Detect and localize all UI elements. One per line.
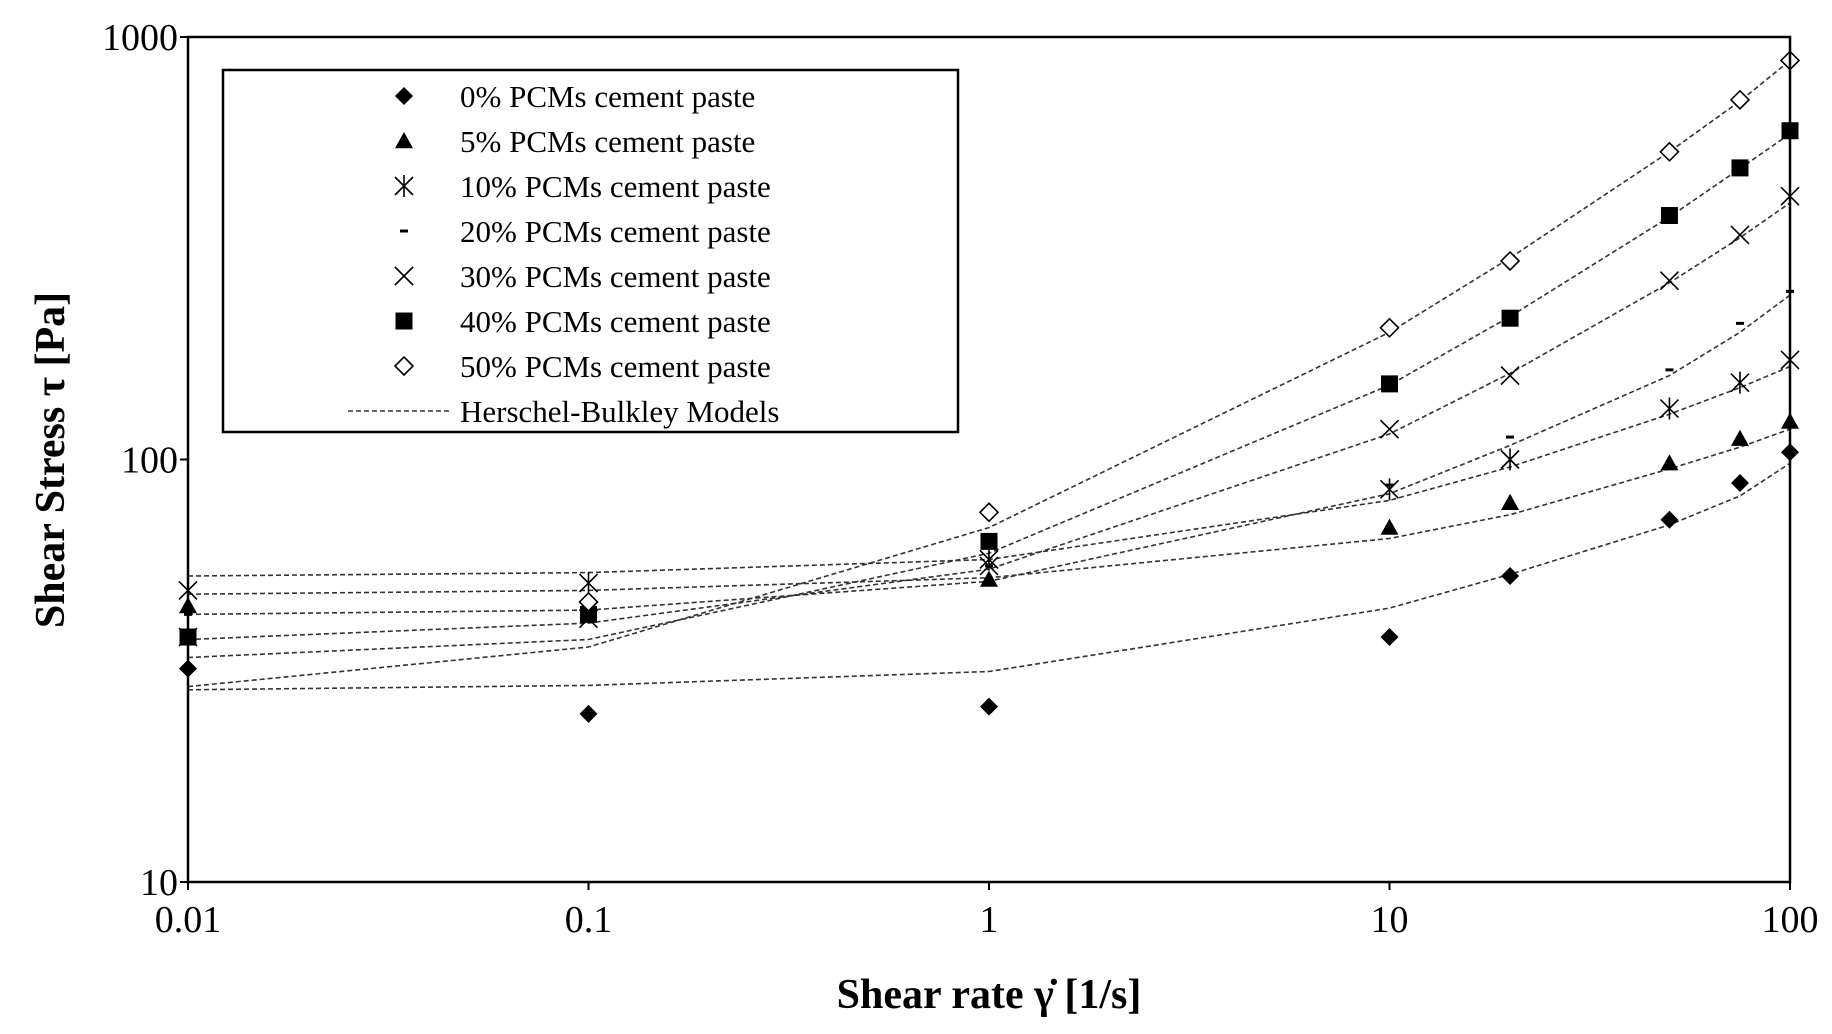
- x-tick-label-2: 1: [980, 899, 999, 941]
- legend-label-6: 50% PCMs cement paste: [460, 349, 771, 384]
- legend-label-1: 5% PCMs cement paste: [460, 124, 755, 159]
- data-point-series-4-6: [1730, 225, 1750, 245]
- data-point-series-5-3: [1381, 375, 1398, 393]
- fit-curve-series-1: [187, 428, 1791, 595]
- data-point-series-0-4: [1501, 566, 1520, 585]
- data-point-series-5-4: [1501, 309, 1519, 327]
- data-point-series-4-5: [1659, 271, 1680, 291]
- data-point-series-0-5: [1660, 510, 1679, 529]
- data-point-series-2-5: [1659, 397, 1680, 420]
- data-point-series-1-4: [1501, 493, 1520, 510]
- legend-label-3: 20% PCMs cement paste: [460, 214, 771, 249]
- data-point-series-2-6: [1730, 371, 1750, 394]
- fit-curves: [187, 59, 1791, 691]
- y-axis-label: Shear Stress τ [Pa]: [28, 292, 74, 628]
- legend-label-0: 0% PCMs cement paste: [460, 79, 755, 114]
- data-point-series-4-2: [979, 556, 999, 576]
- data-markers: [178, 50, 1801, 723]
- y-tick-label-0: 10: [140, 862, 178, 904]
- data-point-series-2-4: [1500, 448, 1520, 471]
- legend-symbol-6: [393, 355, 415, 377]
- legend-symbol-0: [395, 87, 413, 105]
- x-axis-label: Shear rate γ̇ [1/s]: [837, 972, 1142, 1018]
- data-point-series-6-4: [1659, 141, 1680, 162]
- data-point-series-5-1: [580, 605, 597, 623]
- data-point-series-0-6: [1730, 473, 1749, 492]
- data-point-series-6-3: [1499, 250, 1521, 272]
- fit-curve-series-5: [187, 133, 1791, 659]
- axis-ticks: 0.01 0.1 1 10 100 10 100 1000: [102, 17, 1819, 941]
- x-tick-label-0: 0.01: [155, 899, 222, 941]
- data-point-series-0-3: [1380, 628, 1399, 647]
- y-tick-label-2: 1000: [102, 17, 178, 59]
- data-point-series-5-2: [980, 532, 998, 550]
- y-tick-label-1: 100: [121, 440, 178, 482]
- data-point-series-4-3: [1379, 419, 1400, 439]
- legend-label-4: 30% PCMs cement paste: [460, 259, 771, 294]
- data-point-series-1-2: [980, 570, 998, 587]
- fit-curve-series-6: [187, 59, 1791, 688]
- data-point-series-5-6: [1731, 159, 1749, 177]
- legend-symbol-1: [395, 132, 413, 149]
- data-point-series-6-1: [978, 502, 1000, 523]
- legend-symbol-2: [394, 175, 414, 197]
- data-point-series-6-0: [578, 591, 599, 613]
- fit-curve-series-2: [187, 365, 1791, 577]
- x-tick-label-1: 0.1: [565, 899, 613, 941]
- legend-label-2: 10% PCMs cement paste: [460, 169, 771, 204]
- data-point-series-6-2: [1379, 317, 1400, 338]
- data-point-series-0-2: [980, 697, 998, 716]
- data-point-series-2-3: [1379, 478, 1400, 501]
- data-point-series-5-5: [1660, 207, 1678, 225]
- legend-box: [221, 68, 960, 434]
- legend-label-fit: Herschel-Bulkley Models: [460, 394, 779, 429]
- data-point-series-1-6: [1730, 429, 1749, 446]
- legend-symbol-4: [394, 266, 414, 286]
- fit-curve-series-4: [187, 202, 1791, 641]
- x-tick-label-3: 10: [1371, 899, 1409, 941]
- legend-symbol-5: [395, 312, 413, 330]
- legend-label-5: 40% PCMs cement paste: [460, 304, 771, 339]
- legend: 0% PCMs cement paste 5% PCMs cement paste…: [221, 68, 960, 434]
- data-point-series-1-3: [1380, 518, 1399, 535]
- data-point-series-2-1: [578, 572, 599, 595]
- fit-curve-series-0: [187, 462, 1791, 691]
- x-tick-label-4: 100: [1762, 899, 1819, 941]
- data-point-series-6-5: [1729, 89, 1751, 110]
- data-point-series-0-1: [579, 704, 598, 723]
- fit-curve-series-3: [187, 294, 1791, 616]
- data-point-series-1-5: [1660, 454, 1679, 471]
- data-point-series-4-4: [1500, 366, 1520, 386]
